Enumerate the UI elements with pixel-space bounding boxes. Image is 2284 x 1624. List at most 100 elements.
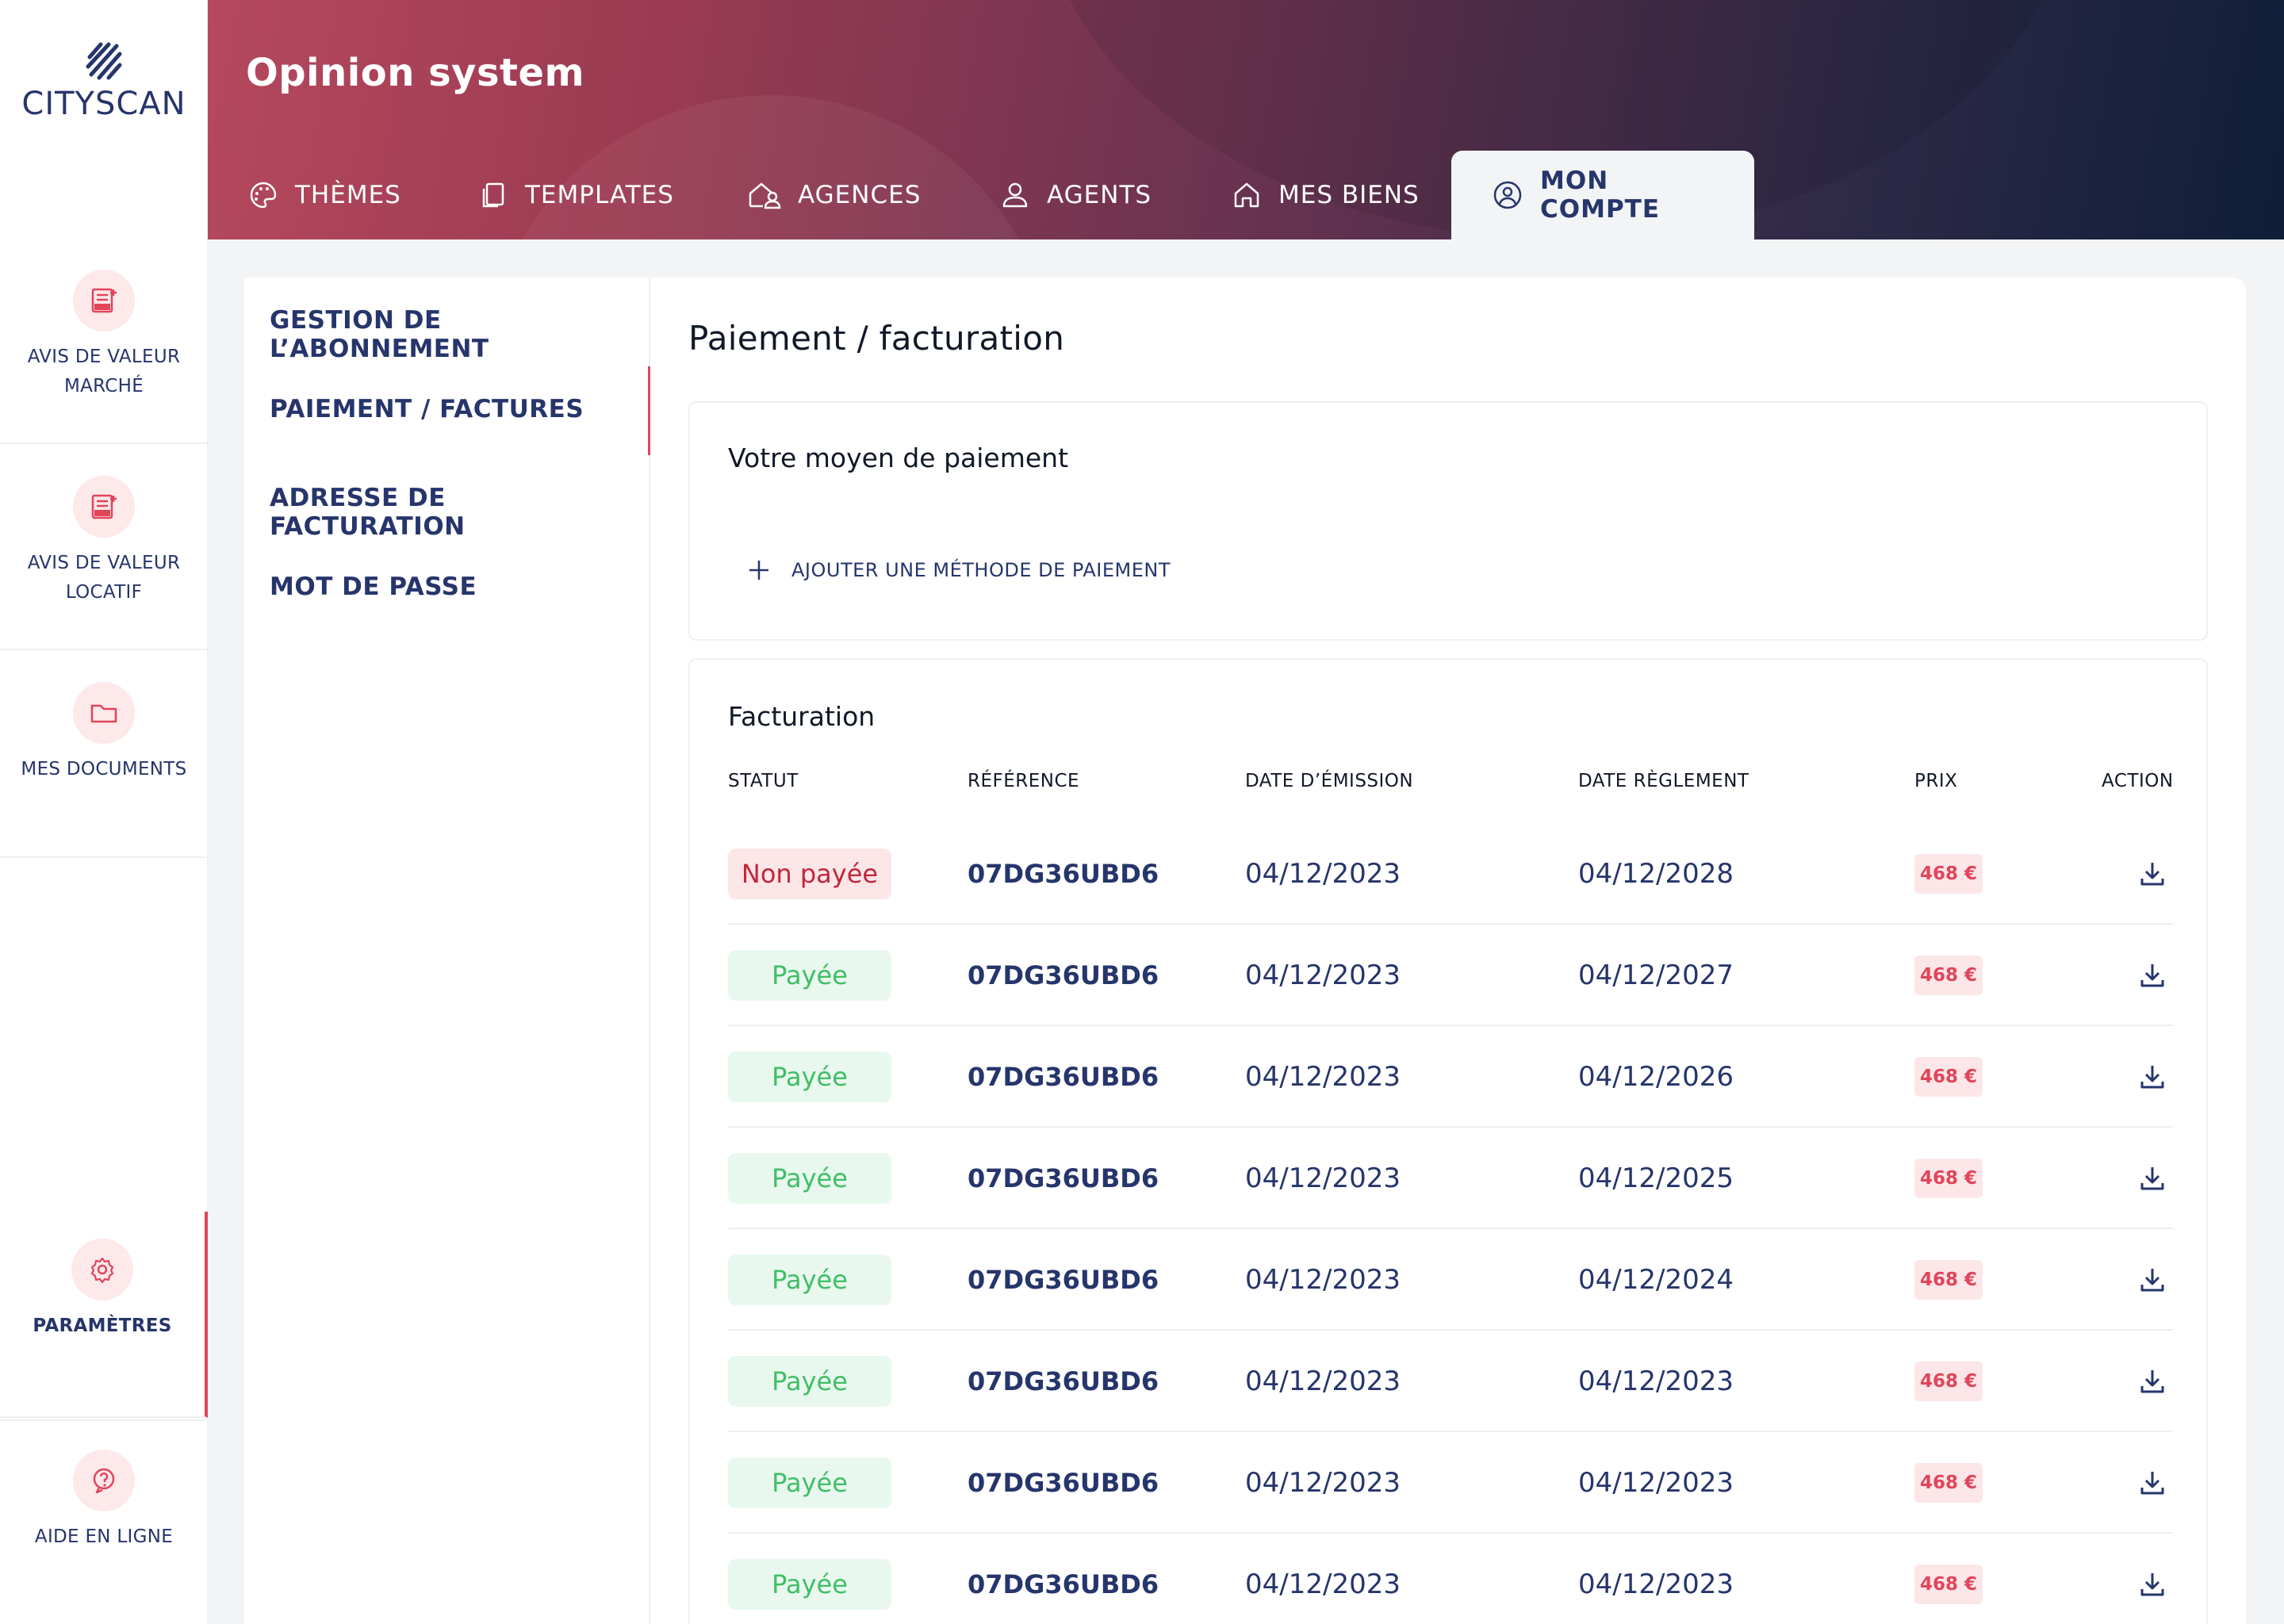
payment-date-cell: 04/12/2023 (1578, 1365, 1734, 1397)
reference-cell: 07DG36UBD6 (968, 1062, 1159, 1092)
tab-themes[interactable]: THÈMES (247, 151, 401, 239)
tab-mon-compte[interactable]: MON COMPTE (1451, 151, 1754, 239)
sidebar-item-aide-en-ligne[interactable]: AIDE EN LIGNE (0, 1419, 208, 1624)
price-badge: 468 € (1914, 956, 1983, 995)
tab-label: AGENTS (1047, 181, 1152, 209)
status-badge: Non payée (728, 848, 891, 899)
column-header-issue-date: DATE D’ÉMISSION (1245, 771, 1414, 791)
download-button[interactable] (2136, 823, 2168, 925)
column-header-action: ACTION (2102, 771, 2174, 791)
copy-icon (482, 182, 504, 208)
submenu-active-indicator (648, 366, 650, 455)
tab-templates[interactable]: TEMPLATES (477, 151, 674, 239)
price-badge: 468 € (1914, 1159, 1983, 1198)
add-payment-method-button[interactable]: AJOUTER UNE MÉTHODE DE PAIEMENT (747, 558, 1171, 582)
add-payment-method-label: AJOUTER UNE MÉTHODE DE PAIEMENT (791, 559, 1171, 581)
billing-card: Facturation STATUT RÉFÉRENCE DATE D’ÉMIS… (688, 658, 2208, 1624)
sidebar-item-avis-valeur-locatif[interactable]: AVIS DE VALEUR LOCATIF (0, 444, 208, 650)
payment-method-card: Votre moyen de paiement AJOUTER UNE MÉTH… (688, 401, 2208, 641)
tab-label: THÈMES (295, 181, 401, 209)
payment-date-cell: 04/12/2025 (1578, 1162, 1734, 1194)
cityscan-logo-icon (86, 42, 122, 80)
price-cell: 468 € (1914, 1331, 1983, 1432)
payment-date-cell: 04/12/2023 (1578, 1568, 1734, 1600)
download-button[interactable] (2136, 1331, 2168, 1432)
download-button[interactable] (2136, 1128, 2168, 1229)
sidebar-item-parametres[interactable]: PARAMÈTRES (0, 1212, 208, 1418)
submenu-item-abonnement[interactable]: GESTION DE L’ABONNEMENT (270, 306, 489, 363)
home-icon (1234, 182, 1259, 208)
price-badge: 468 € (1914, 1362, 1983, 1401)
download-icon (2140, 1167, 2164, 1190)
status-cell: Non payée (728, 823, 891, 925)
tab-agents[interactable]: AGENTS (999, 151, 1152, 239)
table-row: Payée 07DG36UBD6 04/12/2023 04/12/2024 468 € (728, 1229, 2173, 1331)
payment-date-cell: 04/12/2028 (1578, 858, 1734, 890)
reference-cell: 07DG36UBD6 (968, 1163, 1159, 1193)
column-header-payment-date: DATE RÈGLEMENT (1578, 771, 1749, 791)
column-header-reference: RÉFÉRENCE (968, 771, 1080, 791)
price-badge: 468 € (1914, 1057, 1983, 1097)
reference-cell: 07DG36UBD6 (968, 1468, 1159, 1498)
user-icon (1002, 182, 1028, 208)
status-badge: Payée (728, 1051, 891, 1102)
table-row: Payée 07DG36UBD6 04/12/2023 04/12/2023 468 € (728, 1331, 2173, 1432)
sidebar-item-label: AVIS DE VALEUR MARCHÉ (27, 347, 181, 396)
sidebar-item-mes-documents[interactable]: MES DOCUMENTS (0, 650, 208, 858)
price-badge: 468 € (1914, 1463, 1983, 1503)
status-cell: Payée (728, 1026, 891, 1128)
tab-label: TEMPLATES (525, 181, 674, 209)
tab-agences[interactable]: AGENCES (747, 151, 921, 239)
column-header-price: PRIX (1914, 771, 1958, 791)
account-circle-icon (1493, 181, 1522, 209)
table-row: Payée 07DG36UBD6 04/12/2023 04/12/2025 468 € (728, 1128, 2173, 1229)
reference-cell: 07DG36UBD6 (968, 1569, 1159, 1599)
sidebar-item-label: AVIS DE VALEUR LOCATIF (27, 553, 181, 603)
table-row: Payée 07DG36UBD6 04/12/2023 04/12/2023 468 € (728, 1534, 2173, 1624)
status-cell: Payée (728, 925, 891, 1026)
price-badge: 468 € (1914, 1260, 1983, 1300)
tab-label: AGENCES (798, 181, 922, 209)
issue-date-cell: 04/12/2023 (1245, 1061, 1401, 1093)
download-icon (2140, 863, 2164, 886)
tab-label: MON COMPTE (1540, 167, 1660, 224)
download-icon (2140, 1066, 2164, 1089)
tab-mes-biens[interactable]: MES BIENS (1231, 151, 1420, 239)
price-badge: 468 € (1914, 854, 1983, 894)
download-button[interactable] (2136, 1229, 2168, 1331)
price-badge: 468 € (1914, 1565, 1983, 1604)
table-row: Payée 07DG36UBD6 04/12/2023 04/12/2023 468 € (728, 1432, 2173, 1534)
status-badge: Payée (728, 1457, 891, 1508)
payment-date-cell: 04/12/2023 (1578, 1467, 1734, 1499)
payment-date-cell: 04/12/2026 (1578, 1061, 1734, 1093)
download-button[interactable] (2136, 1026, 2168, 1128)
account-submenu: GESTION DE L’ABONNEMENT PAIEMENT / FACTU… (244, 278, 650, 1624)
price-cell: 468 € (1914, 1229, 1983, 1331)
download-button[interactable] (2136, 925, 2168, 1026)
download-button[interactable] (2136, 1432, 2168, 1534)
sidebar-item-avis-valeur-marche[interactable]: AVIS DE VALEUR MARCHÉ (0, 238, 208, 444)
price-cell: 468 € (1914, 1128, 1983, 1229)
payment-date-cell: 04/12/2024 (1578, 1264, 1734, 1296)
status-cell: Payée (728, 1128, 891, 1229)
cityscan-logo[interactable]: CITYSCAN (0, 40, 208, 122)
submenu-item-adresse-facturation[interactable]: ADRESSE DE FACTURATION (270, 484, 466, 541)
status-cell: Payée (728, 1229, 891, 1331)
sidebar: CITYSCAN AVIS DE VALEUR MARCHÉ AVIS DE V… (0, 0, 208, 1624)
sidebar-item-label: MES DOCUMENTS (21, 759, 187, 779)
status-cell: Payée (728, 1331, 891, 1432)
price-cell: 468 € (1914, 1432, 1983, 1534)
payment-date-cell: 04/12/2027 (1578, 959, 1734, 991)
status-cell: Payée (728, 1432, 891, 1534)
submenu-item-paiement-factures[interactable]: PAIEMENT / FACTURES (270, 395, 584, 423)
table-row: Payée 07DG36UBD6 04/12/2023 04/12/2026 468 € (728, 1026, 2173, 1128)
reference-cell: 07DG36UBD6 (968, 1366, 1159, 1396)
submenu-item-mot-de-passe[interactable]: MOT DE PASSE (270, 573, 477, 601)
agency-icon (749, 182, 781, 209)
issue-date-cell: 04/12/2023 (1245, 1162, 1401, 1194)
issue-date-cell: 04/12/2023 (1245, 1467, 1401, 1499)
card-title: Votre moyen de paiement (728, 442, 1069, 473)
issue-date-cell: 04/12/2023 (1245, 858, 1401, 890)
issue-date-cell: 04/12/2023 (1245, 959, 1401, 991)
download-button[interactable] (2136, 1534, 2168, 1624)
